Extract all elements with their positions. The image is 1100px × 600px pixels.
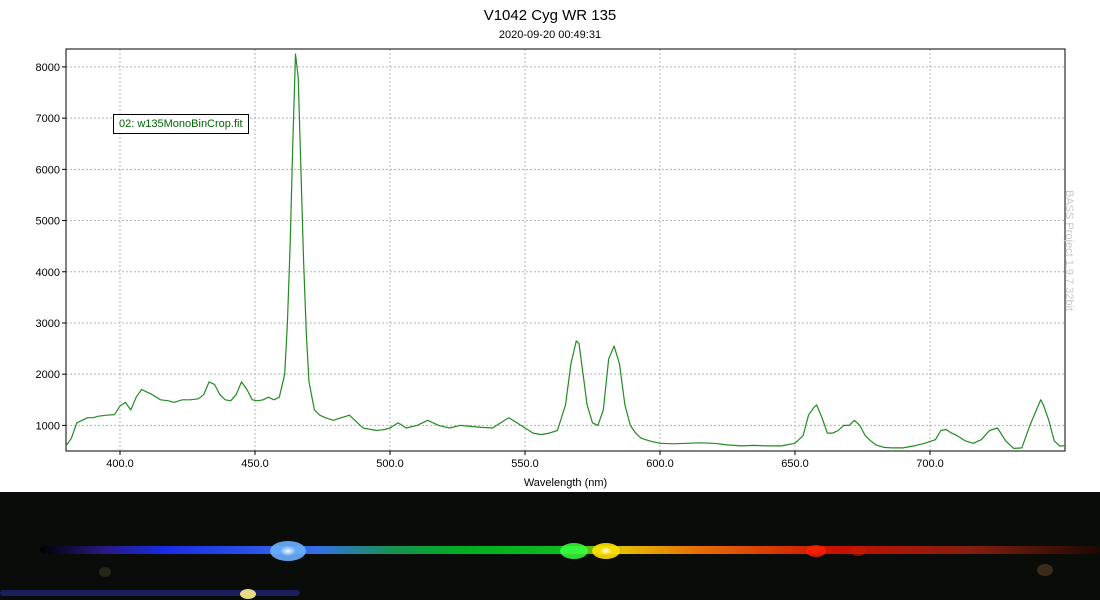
x-tick-label: 600.0: [646, 458, 674, 470]
x-tick-label: 450.0: [241, 458, 269, 470]
spectrum-spot-yellow-core: [600, 547, 612, 555]
y-tick-label: 6000: [36, 164, 60, 176]
x-tick-label: 650.0: [781, 458, 809, 470]
spectrum-star-faint-2: [99, 567, 111, 577]
spectrum-spot-green: [560, 543, 588, 559]
y-tick-label: 3000: [36, 318, 60, 330]
spectrum-spot-secondary: [240, 589, 256, 599]
x-tick-label: 550.0: [511, 458, 539, 470]
y-tick-label: 4000: [36, 267, 60, 279]
y-tick-label: 5000: [36, 216, 60, 228]
x-axis-label: Wavelength (nm): [524, 477, 607, 489]
legend: 02: w135MonoBinCrop.fit: [113, 114, 249, 134]
y-tick-label: 8000: [36, 62, 60, 74]
y-tick-label: 7000: [36, 113, 60, 125]
chart-title: V1042 Cyg WR 135: [483, 7, 617, 24]
y-tick-label: 2000: [36, 369, 60, 381]
watermark-text: BASS Project 1.9.7 32bit: [1063, 190, 1075, 312]
x-tick-label: 400.0: [106, 458, 134, 470]
spectrum-image: [0, 492, 1100, 600]
chart-subtitle: 2020-09-20 00:49:31: [498, 29, 602, 41]
chart: 400.0 450.0 500.0 550.0 600.0 650.0 700.0 1000 2…: [36, 48, 1066, 489]
spectrum-spot-blue-core: [280, 546, 296, 556]
spectrum-star-faint: [1037, 564, 1053, 576]
spectrum-spot-red-2: [850, 546, 866, 556]
axes: 400.0 450.0 500.0 550.0 600.0 650.0 700.0 1000 2…: [36, 48, 1066, 489]
grid: [66, 49, 1065, 451]
x-tick-label: 500.0: [376, 458, 404, 470]
series-layer: [65, 53, 1065, 449]
plot-frame: [65, 48, 1066, 452]
spectrum-spot-red: [806, 545, 826, 557]
y-tick-label: 1000: [36, 420, 60, 432]
x-tick-label: 700.0: [916, 458, 944, 470]
legend-entry: 02: w135MonoBinCrop.fit: [119, 118, 243, 130]
series-line: [65, 53, 1065, 449]
spectrum-band-secondary: [0, 590, 300, 596]
